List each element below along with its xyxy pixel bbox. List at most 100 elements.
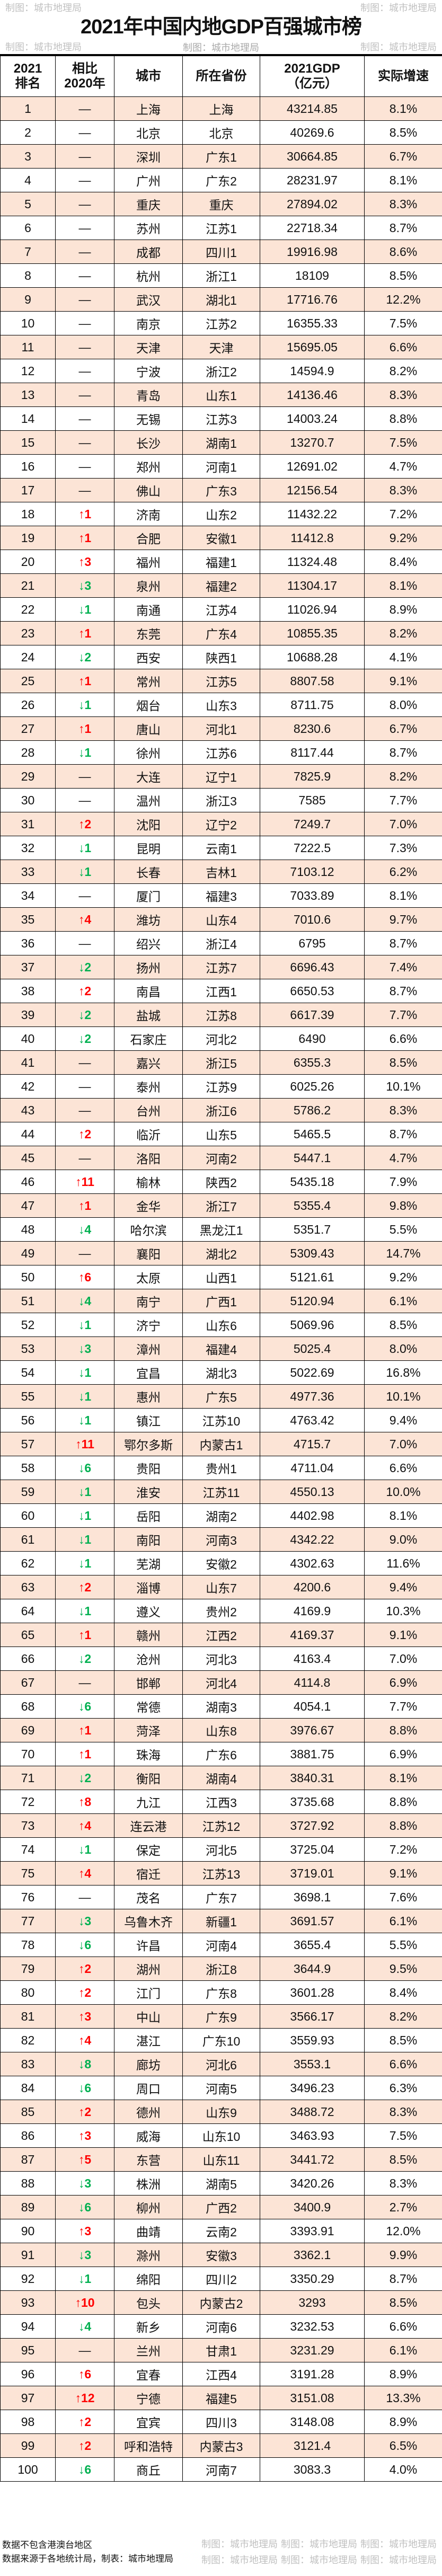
- gdp-cell: 3735.68: [260, 1790, 365, 1814]
- table-row: 89 ↓6 柳州 广西2 3400.9 2.7%: [0, 2195, 442, 2219]
- gdp-cell: 4402.98: [260, 1503, 365, 1528]
- province-cell: 浙江1: [182, 263, 260, 288]
- city-cell: 天津: [114, 335, 183, 359]
- gdp-cell: 4169.9: [260, 1599, 365, 1623]
- rank-cell: 81: [0, 2004, 56, 2029]
- gdp-cell: 5447.1: [260, 1146, 365, 1170]
- gdp-cell: 3655.4: [260, 1933, 365, 1957]
- province-cell: 陕西1: [182, 645, 260, 669]
- rank-cell: 31: [0, 812, 56, 836]
- gdp-cell: 11412.8: [260, 526, 365, 550]
- change-cell: ↑1: [55, 716, 114, 741]
- rank-cell: 75: [0, 1861, 56, 1885]
- header-change-line1: 相比: [72, 61, 98, 76]
- rank-cell: 68: [0, 1694, 56, 1719]
- change-cell: ↓2: [55, 645, 114, 669]
- gdp-cell: 3698.1: [260, 1885, 365, 1909]
- gdp-cell: 3293: [260, 2290, 365, 2315]
- province-cell: 福建2: [182, 573, 260, 598]
- rank-cell: 53: [0, 1336, 56, 1361]
- growth-cell: 10.1%: [364, 1384, 442, 1409]
- province-cell: 浙江5: [182, 1050, 260, 1075]
- gdp-cell: 3496.23: [260, 2076, 365, 2100]
- table-row: 4— 广州 广东2 28231.97 8.1%: [0, 168, 442, 192]
- header-gdp: 2021GDP （亿元）: [260, 56, 365, 97]
- growth-cell: 9.2%: [364, 1265, 442, 1289]
- table-row: 48 ↓4 哈尔滨 黑龙江1 5351.7 5.5%: [0, 1217, 442, 1242]
- growth-cell: 8.1%: [364, 1503, 442, 1528]
- table-row: 88 ↓3 株洲 湖南5 3420.26 8.3%: [0, 2171, 442, 2196]
- growth-cell: 10.1%: [364, 1074, 442, 1099]
- table-row: 54 ↓1 宜昌 湖北3 5022.69 16.8%: [0, 1360, 442, 1385]
- table-row: 50 ↑6 太原 山西1 5121.61 9.2%: [0, 1265, 442, 1289]
- change-cell: ↑3: [55, 2219, 114, 2243]
- city-cell: 周口: [114, 2076, 183, 2100]
- rank-cell: 7: [0, 240, 56, 264]
- city-cell: 商丘: [114, 2457, 183, 2482]
- change-cell: ↓3: [55, 1336, 114, 1361]
- city-cell: 兰州: [114, 2338, 183, 2362]
- city-cell: 台州: [114, 1098, 183, 1122]
- province-cell: 贵州1: [182, 1456, 260, 1480]
- growth-cell: 8.5%: [364, 263, 442, 288]
- table-row: 87 ↑5 东营 山东11 3441.72 8.5%: [0, 2147, 442, 2172]
- gdp-cell: 6650.53: [260, 979, 365, 1003]
- table-row: 17— 佛山 广东3 12156.54 8.3%: [0, 478, 442, 502]
- gdp-cell: 4550.13: [260, 1480, 365, 1504]
- rank-cell: 29: [0, 764, 56, 789]
- city-cell: 沧州: [114, 1646, 183, 1671]
- table-row: 7— 成都 四川1 19916.98 8.6%: [0, 240, 442, 264]
- province-cell: 福建3: [182, 883, 260, 908]
- city-cell: 太原: [114, 1265, 183, 1289]
- header-rank-line1: 2021: [13, 61, 42, 76]
- province-cell: 陕西2: [182, 1170, 260, 1194]
- gdp-cell: 5121.61: [260, 1265, 365, 1289]
- gdp-cell: 4342.22: [260, 1527, 365, 1552]
- table-row: 60 ↓1 岳阳 湖南2 4402.98 8.1%: [0, 1503, 442, 1528]
- change-cell: ↓2: [55, 1003, 114, 1027]
- city-cell: 滁州: [114, 2243, 183, 2267]
- city-cell: 许昌: [114, 1933, 183, 1957]
- rank-cell: 37: [0, 955, 56, 979]
- change-cell: —: [55, 287, 114, 312]
- gdp-cell: 11026.94: [260, 597, 365, 622]
- city-cell: 廊坊: [114, 2052, 183, 2076]
- rank-cell: 14: [0, 406, 56, 431]
- rank-cell: 61: [0, 1527, 56, 1552]
- gdp-cell: 8711.75: [260, 693, 365, 717]
- province-cell: 重庆: [182, 192, 260, 216]
- table-row: 37 ↓2 扬州 江苏7 6696.43 7.4%: [0, 955, 442, 979]
- city-cell: 沈阳: [114, 812, 183, 836]
- rank-cell: 79: [0, 1957, 56, 1981]
- city-cell: 济南: [114, 502, 183, 526]
- header-growth: 实际增速: [364, 56, 442, 97]
- province-cell: 江西1: [182, 979, 260, 1003]
- change-cell: ↑11: [55, 1432, 114, 1456]
- province-cell: 河北2: [182, 1026, 260, 1051]
- gdp-cell: 3121.4: [260, 2433, 365, 2458]
- table-row: 27 ↑1 唐山 河北1 8230.6 6.7%: [0, 716, 442, 741]
- watermark: 制图：城市地理局: [360, 2539, 437, 2550]
- table-row: 26 ↓1 烟台 山东3 8711.75 8.0%: [0, 693, 442, 717]
- growth-cell: 8.2%: [364, 2004, 442, 2029]
- province-cell: 湖北3: [182, 1360, 260, 1385]
- rank-cell: 82: [0, 2028, 56, 2052]
- rank-cell: 18: [0, 502, 56, 526]
- change-cell: —: [55, 383, 114, 407]
- change-cell: ↑1: [55, 621, 114, 645]
- province-cell: 广东1: [182, 144, 260, 169]
- change-cell: —: [55, 192, 114, 216]
- gdp-cell: 4711.04: [260, 1456, 365, 1480]
- growth-cell: 8.7%: [364, 979, 442, 1003]
- change-cell: —: [55, 311, 114, 335]
- change-cell: —: [55, 1670, 114, 1695]
- rank-cell: 84: [0, 2076, 56, 2100]
- gdp-cell: 4169.37: [260, 1623, 365, 1647]
- gdp-cell: 3463.93: [260, 2123, 365, 2148]
- table-row: 79 ↑2 湖州 浙江8 3644.9 9.5%: [0, 1957, 442, 1981]
- city-cell: 绵阳: [114, 2267, 183, 2291]
- gdp-cell: 4200.6: [260, 1575, 365, 1599]
- rank-cell: 91: [0, 2243, 56, 2267]
- table-row: 20 ↑3 福州 福建1 11324.48 8.4%: [0, 550, 442, 574]
- city-cell: 赣州: [114, 1623, 183, 1647]
